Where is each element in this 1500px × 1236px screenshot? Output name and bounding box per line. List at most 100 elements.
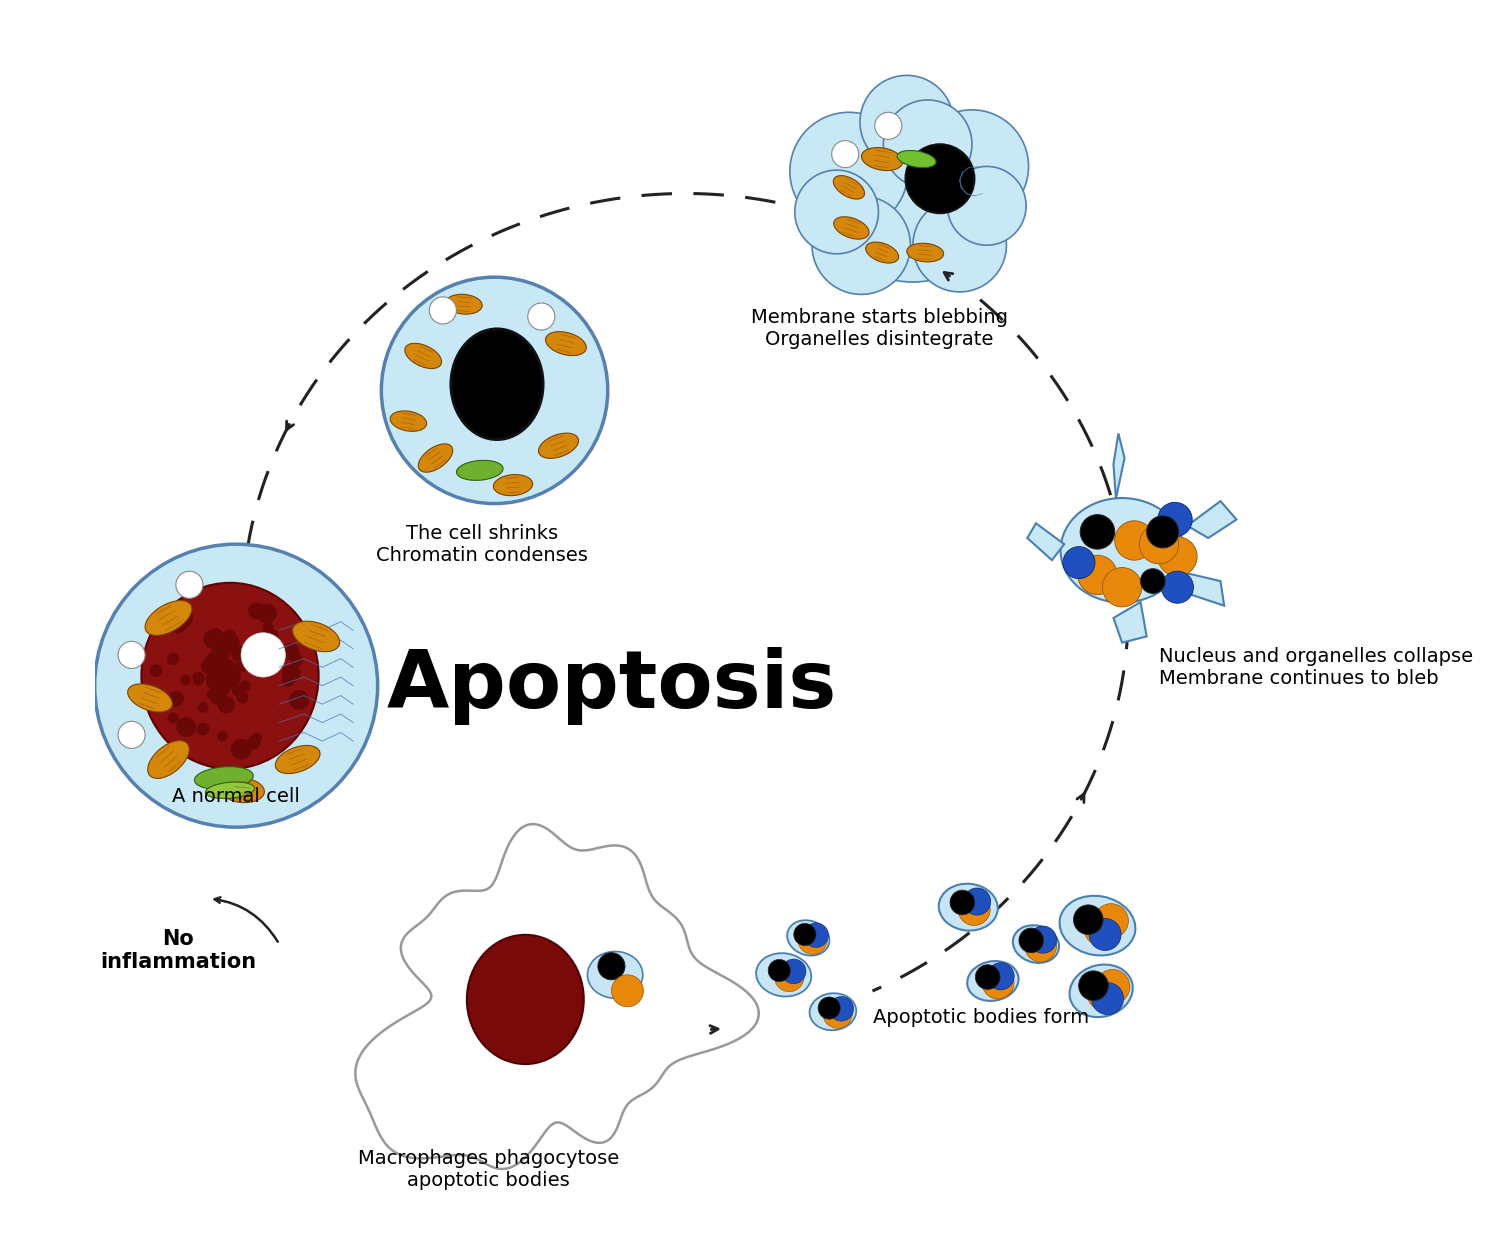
- Circle shape: [166, 653, 180, 665]
- Circle shape: [219, 669, 232, 682]
- Circle shape: [1094, 904, 1128, 938]
- Circle shape: [210, 688, 226, 705]
- Circle shape: [238, 646, 260, 669]
- Ellipse shape: [1060, 498, 1184, 603]
- Ellipse shape: [390, 410, 426, 431]
- Circle shape: [1158, 536, 1197, 576]
- Circle shape: [118, 641, 146, 669]
- Circle shape: [1158, 502, 1192, 536]
- Circle shape: [290, 690, 309, 709]
- Ellipse shape: [220, 777, 264, 802]
- Circle shape: [1078, 555, 1118, 595]
- Circle shape: [178, 722, 195, 737]
- Circle shape: [237, 692, 249, 703]
- Circle shape: [429, 297, 456, 324]
- Circle shape: [180, 675, 190, 685]
- Circle shape: [204, 653, 225, 672]
- Circle shape: [176, 717, 196, 737]
- Ellipse shape: [756, 953, 812, 996]
- Circle shape: [94, 544, 378, 827]
- Circle shape: [262, 622, 273, 632]
- Circle shape: [1095, 969, 1130, 1004]
- Circle shape: [231, 645, 248, 662]
- Circle shape: [248, 602, 264, 619]
- Circle shape: [224, 630, 237, 643]
- Ellipse shape: [206, 782, 255, 798]
- Circle shape: [224, 665, 238, 680]
- Circle shape: [211, 643, 231, 661]
- Circle shape: [262, 665, 274, 677]
- Circle shape: [264, 655, 282, 674]
- Ellipse shape: [128, 684, 172, 712]
- Circle shape: [1084, 911, 1119, 946]
- Text: Nucleus and organelles collapse
Membrane continues to bleb: Nucleus and organelles collapse Membrane…: [1160, 646, 1473, 687]
- Circle shape: [232, 685, 244, 696]
- Circle shape: [1092, 983, 1124, 1015]
- Ellipse shape: [147, 740, 189, 779]
- Circle shape: [381, 277, 608, 503]
- Circle shape: [818, 997, 840, 1020]
- Circle shape: [790, 112, 908, 230]
- Circle shape: [204, 630, 222, 649]
- Circle shape: [1074, 905, 1102, 934]
- Circle shape: [795, 171, 879, 253]
- Circle shape: [231, 739, 252, 760]
- Circle shape: [213, 664, 230, 680]
- Circle shape: [914, 199, 1007, 292]
- Circle shape: [219, 666, 240, 688]
- Circle shape: [168, 712, 178, 723]
- Circle shape: [214, 659, 234, 679]
- Circle shape: [948, 167, 1026, 245]
- Ellipse shape: [494, 475, 532, 496]
- Ellipse shape: [452, 329, 543, 440]
- Ellipse shape: [588, 952, 644, 999]
- Circle shape: [794, 923, 816, 946]
- Circle shape: [1064, 546, 1095, 578]
- Circle shape: [242, 633, 285, 677]
- Circle shape: [252, 733, 262, 743]
- Circle shape: [248, 735, 261, 749]
- Ellipse shape: [146, 601, 192, 635]
- Text: Macrophages phagocytose
apoptotic bodies: Macrophages phagocytose apoptotic bodies: [358, 1148, 620, 1190]
- Circle shape: [528, 303, 555, 330]
- Ellipse shape: [834, 176, 864, 199]
- Ellipse shape: [897, 151, 936, 168]
- Circle shape: [1146, 515, 1179, 548]
- Circle shape: [224, 662, 237, 676]
- Circle shape: [224, 665, 240, 684]
- Circle shape: [812, 197, 910, 294]
- Circle shape: [859, 75, 954, 169]
- Text: Apoptotic bodies form: Apoptotic bodies form: [873, 1009, 1089, 1027]
- Circle shape: [170, 613, 189, 632]
- Ellipse shape: [865, 242, 898, 263]
- Circle shape: [612, 975, 644, 1007]
- Circle shape: [798, 925, 828, 954]
- Circle shape: [824, 999, 852, 1028]
- Circle shape: [963, 887, 990, 915]
- Circle shape: [906, 145, 975, 213]
- Polygon shape: [1028, 523, 1063, 560]
- Text: Membrane starts blebbing
Organelles disintegrate: Membrane starts blebbing Organelles disi…: [752, 308, 1008, 350]
- Ellipse shape: [1100, 570, 1132, 592]
- Circle shape: [171, 622, 183, 633]
- Circle shape: [209, 650, 225, 666]
- Circle shape: [220, 634, 240, 653]
- Circle shape: [1140, 524, 1179, 564]
- Circle shape: [291, 654, 303, 667]
- Circle shape: [282, 643, 300, 660]
- Circle shape: [237, 651, 252, 665]
- Circle shape: [830, 996, 854, 1021]
- Circle shape: [1114, 520, 1154, 560]
- Polygon shape: [1113, 602, 1146, 643]
- Circle shape: [1088, 976, 1122, 1011]
- Circle shape: [1161, 571, 1194, 603]
- Circle shape: [804, 923, 828, 948]
- Ellipse shape: [538, 433, 579, 459]
- Ellipse shape: [908, 243, 944, 262]
- Ellipse shape: [1013, 926, 1059, 963]
- Circle shape: [598, 953, 625, 980]
- Text: No
inflammation: No inflammation: [100, 928, 256, 971]
- Circle shape: [1019, 928, 1044, 953]
- Circle shape: [214, 677, 226, 688]
- Circle shape: [282, 675, 294, 687]
